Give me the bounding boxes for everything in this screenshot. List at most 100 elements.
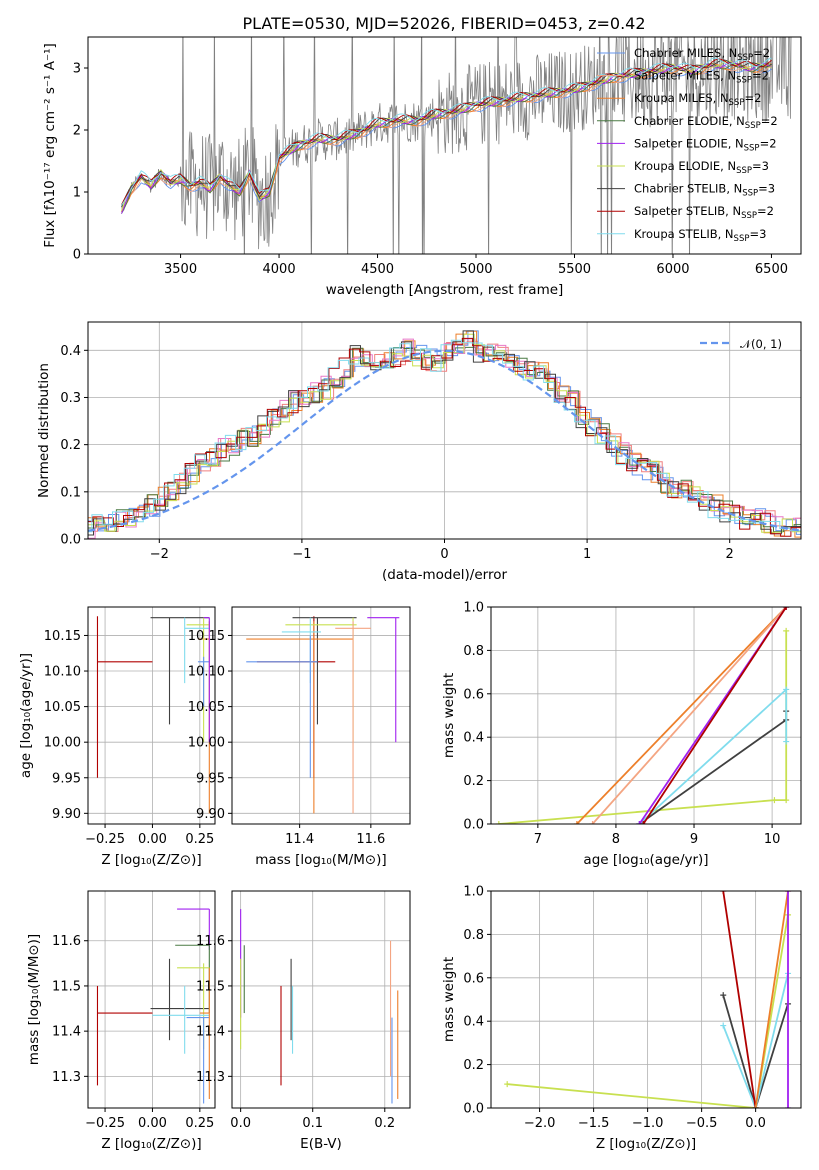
weight-line-KS — [638, 687, 788, 824]
x-tick-label: 11.4 — [285, 832, 314, 847]
x-tick-label: 5000 — [459, 262, 492, 277]
histogram-CS — [88, 330, 801, 536]
axes-age_vs_mass: 11.4 11.6 9.90 9.95 10.00 10.05 10.10 10.15 mass… — [188, 606, 411, 868]
y-axis-label: Flux [fλ10⁻¹⁷ erg cm⁻² s⁻¹ A⁻¹] — [42, 43, 58, 248]
weight-marker-KE — [783, 797, 790, 804]
x-tick-label: 10 — [764, 832, 781, 847]
weight-line-KM — [576, 607, 787, 824]
y-tick-label: 0.6 — [463, 971, 484, 986]
x-axis-label: wavelength [Angstrom, rest frame] — [326, 282, 564, 298]
legend-entry-CS: Chabrier STELIB, NSSP=3 — [634, 182, 775, 199]
model-line-CM — [121, 65, 772, 213]
axes-spectrum: 3500 4000 4500 5000 5500 6000 6500 0 1 2 3 waveleng… — [42, 36, 802, 298]
weight-marker-KE — [504, 1081, 511, 1088]
axes-age_vs_Z: −0.25 0.00 0.25 9.90 9.95 10.00 10.05 10.10 10.1… — [18, 606, 216, 868]
y-tick-label: 0.8 — [463, 928, 484, 943]
plot-area — [121, 37, 792, 254]
legend-entry-KS: Kroupa STELIB, NSSP=3 — [634, 227, 766, 244]
weight-marker-KE — [771, 797, 778, 804]
weight-marker-SM — [589, 821, 596, 824]
x-tick-label: 0.00 — [138, 832, 167, 847]
weight-line-CS — [638, 711, 788, 824]
x-axis-label: mass [log₁₀(M/M⊙)] — [255, 852, 386, 868]
x-tick-label: 4000 — [263, 262, 296, 277]
y-tick-label: 0.4 — [463, 731, 484, 746]
x-axis-label: Z [log₁₀(Z/Z⊙)] — [101, 1136, 201, 1152]
legend-entry-KE: Kroupa ELODIE, NSSP=3 — [634, 159, 769, 176]
plot-area — [232, 891, 410, 1108]
weight-marker-SS — [640, 821, 647, 824]
axes-residuals: −2 −1 0 1 2 0.0 0.1 0.2 0.3 0.4 (data-model)/error… — [36, 321, 802, 583]
y-tick-label: 9.90 — [196, 807, 225, 822]
plot-area — [491, 607, 801, 824]
x-tick-label: −0.5 — [686, 1116, 718, 1131]
weight-line-KE — [498, 630, 788, 824]
weight-marker-KE — [495, 821, 502, 824]
x-tick-label: 6000 — [656, 262, 689, 277]
y-tick-label: 0.2 — [463, 1058, 484, 1073]
y-tick-label: 10.15 — [188, 629, 225, 644]
histogram-SM — [88, 340, 801, 532]
y-tick-label: 11.4 — [52, 1025, 81, 1040]
weight-marker-KS — [783, 686, 790, 693]
model-line-KS — [121, 57, 772, 206]
y-tick-label: 0.4 — [463, 1015, 484, 1030]
x-tick-label: 0.25 — [185, 832, 214, 847]
y-axis-label: mass [log₁₀(M/M⊙)] — [26, 934, 42, 1065]
x-tick-label: −2 — [150, 547, 169, 562]
y-tick-label: 0.8 — [463, 644, 484, 659]
x-axis-label: E(B-V) — [300, 1136, 342, 1152]
weight-marker-KS — [720, 1022, 727, 1029]
y-tick-label: 0.0 — [60, 533, 81, 548]
x-tick-label: 7 — [534, 832, 542, 847]
x-tick-label: 0 — [440, 547, 448, 562]
model-line-SS — [121, 58, 772, 205]
weight-marker-KM — [573, 821, 580, 824]
y-tick-label: 0.0 — [463, 818, 484, 833]
legend-entry-gaussian: 𝒩(0, 1) — [740, 337, 782, 351]
y-axis-label: mass weight — [441, 957, 457, 1042]
x-tick-label: 2 — [726, 547, 734, 562]
y-tick-label: 11.5 — [196, 979, 225, 994]
axes-frame — [87, 321, 802, 540]
y-tick-label: 10.10 — [188, 665, 225, 680]
x-tick-label: −0.25 — [85, 832, 125, 847]
y-tick-label: 11.6 — [196, 934, 225, 949]
y-tick-label: 1.0 — [463, 601, 484, 616]
plot-area — [232, 607, 410, 824]
x-tick-label: 0.25 — [185, 1116, 214, 1131]
y-tick-label: 11.3 — [52, 1070, 81, 1085]
y-axis-label: Normed distribution — [36, 363, 52, 498]
x-tick-label: 11.6 — [356, 832, 385, 847]
y-tick-label: 10.10 — [44, 665, 81, 680]
weight-marker-KM — [752, 1105, 759, 1108]
y-tick-label: 10.00 — [188, 736, 225, 751]
y-tick-label: 1 — [73, 186, 81, 201]
weight-line-KS — [722, 973, 789, 1108]
weight-marker-SE — [785, 891, 792, 894]
y-axis-label: mass weight — [441, 673, 457, 758]
plot-area — [88, 607, 215, 824]
y-tick-label: 0.2 — [463, 774, 484, 789]
legend-entry-CM: Chabrier MILES, NSSP=2 — [634, 46, 770, 63]
legend-entry-CE: Chabrier ELODIE, NSSP=2 — [634, 114, 778, 131]
y-tick-label: 11.6 — [52, 934, 81, 949]
y-tick-label: 0 — [73, 248, 81, 263]
weight-line-SM — [591, 607, 787, 824]
y-tick-label: 1.0 — [463, 885, 484, 900]
y-tick-label: 9.95 — [52, 771, 81, 786]
weight-marker-CS — [720, 992, 727, 999]
y-tick-label: 0.3 — [60, 391, 81, 406]
y-axis-label: age [log₁₀(age/yr)] — [18, 653, 34, 778]
weight-marker-SE — [785, 1105, 792, 1108]
weight-line-SS — [642, 607, 787, 824]
axes-frame — [231, 890, 411, 1109]
x-axis-label: (data-model)/error — [382, 567, 508, 583]
weight-line-SS — [722, 891, 757, 1108]
legend-entry-SM: Salpeter MILES, NSSP=2 — [634, 69, 769, 86]
x-tick-label: 0.1 — [302, 1116, 323, 1131]
spectrum-legend: Chabrier MILES, NSSP=2 Salpeter MILES, NS… — [597, 46, 778, 244]
residual-legend: 𝒩(0, 1) — [700, 337, 782, 351]
y-tick-label: 10.00 — [44, 736, 81, 751]
